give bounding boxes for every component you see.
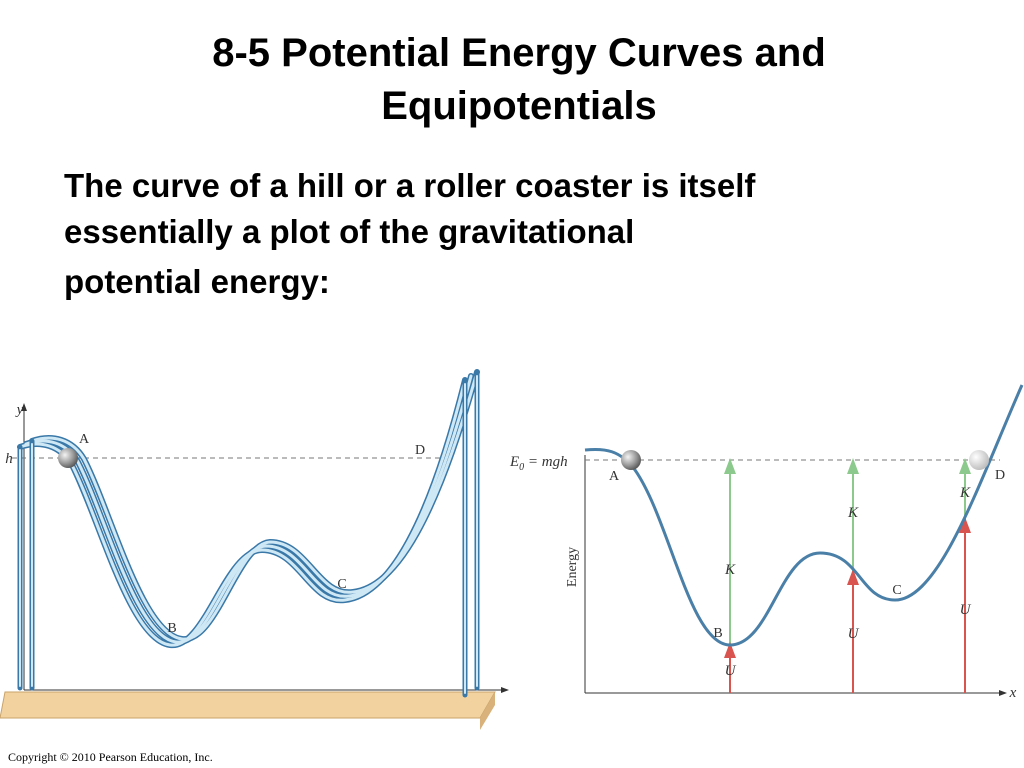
h-label: h [5, 451, 13, 467]
u-label: U [960, 602, 972, 618]
body-line: potential energy: [64, 263, 330, 300]
energy-curve [584, 384, 1024, 647]
title-line: Equipotentials [381, 84, 657, 128]
title-line: 8-5 Potential Energy Curves and [212, 31, 826, 75]
point-label: C [337, 577, 346, 592]
point-label: A [79, 432, 90, 447]
y-axis-label: y [15, 402, 24, 418]
e0-rest: = mgh [524, 454, 567, 470]
track [17, 369, 480, 698]
energy-figure: E0 = mgh Energy x A B C D K U K U K U [509, 384, 1024, 701]
y-axis-label: Energy [565, 547, 580, 587]
point-label: B [713, 626, 722, 641]
point-label: B [167, 621, 176, 636]
point-label: C [892, 583, 901, 598]
base-side [480, 692, 495, 730]
body-line: essentially a plot of the gravitational [64, 213, 634, 250]
point-label: D [995, 468, 1005, 483]
body-line: The curve of a hill or a roller coaster … [64, 167, 756, 204]
ball-ghost [969, 450, 989, 470]
e0-main: E [509, 454, 519, 470]
copyright: Copyright © 2010 Pearson Education, Inc. [8, 750, 213, 764]
point-label: A [609, 469, 620, 484]
e0-sub: 0 [519, 462, 524, 473]
roller-coaster-figure: y h A B C D [0, 369, 509, 730]
u-label: U [725, 663, 737, 679]
k-label: K [959, 485, 971, 501]
ball [58, 448, 78, 468]
k-label: K [724, 562, 736, 578]
e0-label: E0 = mgh [509, 454, 568, 473]
ball [621, 450, 641, 470]
u-label: U [848, 626, 860, 642]
x-axis-label: x [1009, 685, 1017, 701]
base [0, 691, 496, 719]
k-label: K [847, 505, 859, 521]
point-label: D [415, 443, 425, 458]
